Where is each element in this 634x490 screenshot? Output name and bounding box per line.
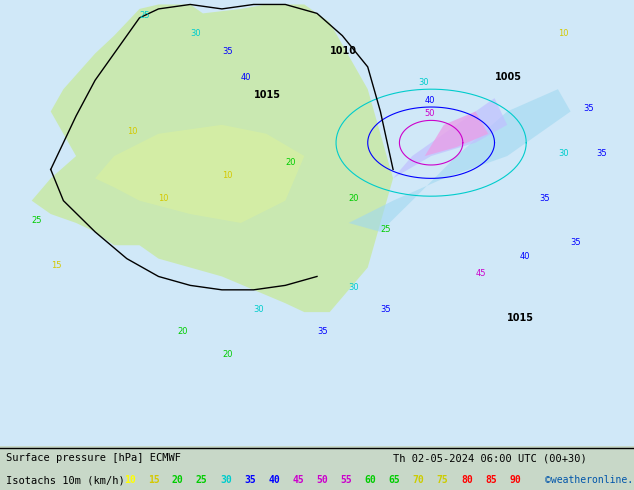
Text: 20: 20 — [285, 158, 296, 167]
Text: 15: 15 — [148, 475, 160, 485]
Text: 25: 25 — [139, 11, 150, 20]
Text: 65: 65 — [389, 475, 401, 485]
Polygon shape — [393, 98, 507, 178]
Text: 35: 35 — [583, 104, 594, 114]
Text: 30: 30 — [418, 78, 429, 87]
Text: 1015: 1015 — [254, 90, 281, 100]
Text: 30: 30 — [349, 283, 359, 292]
Text: ©weatheronline.co.uk: ©weatheronline.co.uk — [545, 475, 634, 485]
Polygon shape — [349, 89, 571, 232]
Text: 25: 25 — [380, 225, 391, 234]
Text: 20: 20 — [349, 194, 359, 203]
Polygon shape — [32, 4, 393, 312]
Text: 10: 10 — [222, 172, 233, 180]
Text: 35: 35 — [596, 149, 607, 158]
Text: 30: 30 — [220, 475, 232, 485]
Text: 30: 30 — [254, 305, 264, 314]
Polygon shape — [0, 0, 634, 446]
Text: 35: 35 — [222, 47, 233, 55]
Text: 1005: 1005 — [495, 72, 522, 82]
Text: 80: 80 — [461, 475, 473, 485]
Text: 10: 10 — [158, 194, 169, 203]
Polygon shape — [95, 125, 304, 223]
Text: 20: 20 — [172, 475, 184, 485]
Text: 35: 35 — [571, 238, 581, 247]
Text: 30: 30 — [558, 149, 569, 158]
Text: 10: 10 — [558, 29, 569, 38]
Text: 75: 75 — [437, 475, 449, 485]
Text: 40: 40 — [268, 475, 280, 485]
Text: 25: 25 — [196, 475, 208, 485]
Text: 50: 50 — [316, 475, 328, 485]
Text: 35: 35 — [380, 305, 391, 314]
Polygon shape — [425, 112, 488, 156]
Text: 30: 30 — [190, 29, 201, 38]
Text: 1010: 1010 — [330, 46, 357, 55]
Text: 45: 45 — [292, 475, 304, 485]
Text: 55: 55 — [340, 475, 353, 485]
Text: 1015: 1015 — [507, 313, 534, 323]
Text: 20: 20 — [222, 350, 233, 359]
Text: 45: 45 — [476, 270, 486, 278]
Text: Isotachs 10m (km/h): Isotachs 10m (km/h) — [6, 475, 125, 485]
Text: 10: 10 — [127, 127, 138, 136]
Text: 35: 35 — [317, 327, 328, 337]
Text: 70: 70 — [413, 475, 425, 485]
Text: 15: 15 — [51, 261, 61, 270]
Text: 50: 50 — [425, 109, 436, 118]
Text: Th 02-05-2024 06:00 UTC (00+30): Th 02-05-2024 06:00 UTC (00+30) — [393, 453, 587, 463]
Text: 40: 40 — [520, 252, 531, 261]
Text: 25: 25 — [32, 216, 42, 225]
Text: Surface pressure [hPa] ECMWF: Surface pressure [hPa] ECMWF — [6, 453, 181, 463]
Text: 10: 10 — [124, 475, 136, 485]
Text: 85: 85 — [485, 475, 497, 485]
Text: 35: 35 — [244, 475, 256, 485]
Text: 35: 35 — [539, 194, 550, 203]
Text: 40: 40 — [241, 74, 252, 82]
Text: 40: 40 — [425, 96, 436, 104]
Text: 90: 90 — [509, 475, 521, 485]
Text: 20: 20 — [178, 327, 188, 337]
Text: 60: 60 — [365, 475, 377, 485]
